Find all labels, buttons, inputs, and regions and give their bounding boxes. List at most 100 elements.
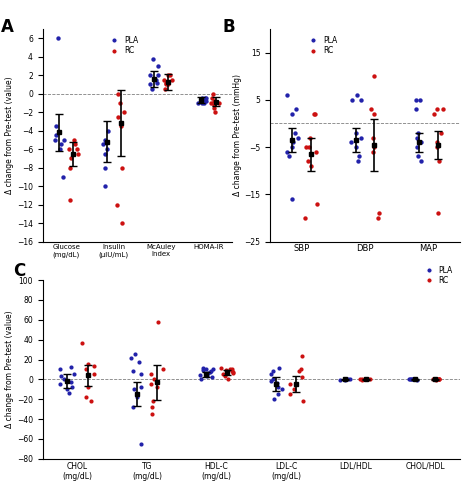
Point	[358, 376, 366, 384]
Point	[346, 375, 353, 383]
Point	[135, 358, 142, 366]
Point	[56, 145, 64, 153]
Point	[101, 182, 109, 190]
Point	[208, 94, 216, 102]
Point	[301, 214, 309, 222]
Point	[297, 366, 305, 373]
Point	[137, 440, 145, 448]
Point	[362, 375, 369, 383]
Point	[414, 129, 422, 137]
Point	[58, 141, 65, 148]
Point	[91, 362, 98, 369]
Point	[101, 164, 109, 171]
Point	[409, 376, 416, 384]
Point	[78, 339, 86, 347]
Point	[201, 99, 208, 107]
Point	[352, 143, 360, 151]
Point	[289, 139, 297, 146]
Point	[369, 134, 377, 142]
Point	[56, 366, 64, 373]
Point	[63, 385, 71, 393]
Point	[310, 110, 317, 118]
Point	[414, 153, 422, 160]
Point	[267, 370, 274, 378]
Point	[228, 365, 236, 372]
Point	[137, 370, 145, 378]
Point	[60, 136, 67, 144]
Point	[148, 381, 155, 388]
Point	[59, 173, 66, 181]
Point	[434, 375, 441, 383]
Point	[269, 376, 276, 384]
Point	[150, 398, 157, 405]
Point	[117, 99, 124, 107]
Point	[337, 376, 344, 384]
Point	[348, 96, 356, 104]
Point	[120, 108, 128, 116]
Point	[375, 209, 383, 217]
Point	[164, 71, 172, 79]
Point	[374, 214, 382, 222]
Point	[67, 155, 74, 162]
Point	[209, 90, 217, 98]
Point	[286, 381, 294, 388]
Point	[208, 373, 216, 381]
Point	[219, 370, 227, 378]
Point	[88, 398, 95, 405]
Point	[416, 96, 423, 104]
Text: A: A	[1, 18, 14, 36]
Point	[313, 200, 320, 208]
Point	[367, 105, 374, 113]
Legend: PLA, RC: PLA, RC	[418, 263, 456, 288]
Point	[341, 376, 348, 384]
Point	[148, 410, 155, 418]
Point	[164, 81, 172, 88]
Point	[198, 376, 205, 384]
Point	[64, 378, 72, 385]
Point	[82, 394, 90, 401]
Point	[207, 368, 214, 375]
Point	[289, 195, 296, 203]
Point	[209, 366, 216, 373]
Point	[127, 354, 135, 361]
Point	[54, 34, 62, 42]
Point	[439, 105, 447, 113]
Point	[101, 150, 109, 157]
Point	[74, 150, 82, 157]
Point	[68, 384, 75, 391]
Point	[210, 104, 218, 112]
Point	[155, 71, 162, 79]
Point	[52, 122, 60, 130]
Point	[150, 376, 157, 384]
Point	[356, 376, 364, 384]
Point	[304, 157, 311, 165]
Point	[117, 122, 125, 130]
Point	[429, 376, 437, 384]
Point	[292, 129, 299, 137]
Point	[436, 157, 443, 165]
Point	[199, 99, 206, 107]
Point	[118, 219, 126, 227]
Point	[113, 200, 120, 208]
Point	[201, 94, 209, 102]
Point	[202, 370, 210, 378]
Point	[295, 368, 303, 375]
Point	[290, 385, 298, 393]
Point	[65, 389, 73, 397]
Point	[222, 367, 230, 374]
Point	[412, 96, 420, 104]
Point	[67, 196, 74, 204]
Point	[417, 139, 425, 146]
Point	[84, 384, 91, 391]
Point	[430, 110, 438, 118]
Text: B: B	[223, 18, 236, 36]
Point	[435, 376, 443, 384]
Point	[413, 143, 421, 151]
Point	[342, 376, 349, 384]
Point	[274, 384, 282, 391]
Point	[434, 209, 442, 217]
Point	[358, 375, 366, 383]
Point	[146, 71, 154, 79]
Point	[199, 364, 207, 371]
Point	[114, 90, 121, 98]
